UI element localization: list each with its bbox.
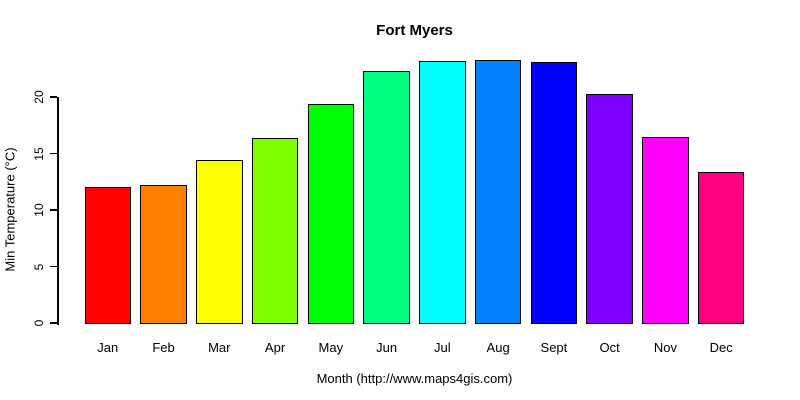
bar-apr xyxy=(251,137,299,325)
y-tick-mark xyxy=(50,265,57,268)
bar-nov xyxy=(642,136,689,325)
bar-jul xyxy=(419,60,466,325)
month-label-may: May xyxy=(318,340,344,355)
y-tick-mark xyxy=(50,152,57,155)
month-label-mar: Mar xyxy=(208,340,231,355)
month-label-dec: Dec xyxy=(709,340,733,355)
bar-dec xyxy=(697,171,745,325)
month-label-oct: Oct xyxy=(599,340,620,355)
bar-aug xyxy=(474,59,522,325)
month-label-jun: Jun xyxy=(376,340,398,355)
month-label-jul: Jul xyxy=(434,340,451,355)
month-label-feb: Feb xyxy=(152,340,175,355)
bar-oct xyxy=(586,93,633,325)
month-label-aug: Aug xyxy=(486,340,510,355)
y-tick-label: 10 xyxy=(32,203,46,217)
chart-title: Fort Myers xyxy=(376,22,453,39)
y-tick-label: 0 xyxy=(32,319,46,327)
y-tick-label: 5 xyxy=(32,263,46,270)
month-label-sept: Sept xyxy=(540,340,568,355)
bar-jan xyxy=(84,187,131,325)
y-tick-mark xyxy=(50,96,57,98)
bar-feb xyxy=(140,185,187,325)
x-axis-label: Month (http://www.maps4gis.com) xyxy=(316,371,513,386)
month-label-jan: Jan xyxy=(97,340,119,355)
bar-jun xyxy=(363,71,410,325)
bar-sept xyxy=(530,61,578,325)
y-axis-label: Min Temperature (°C) xyxy=(2,147,18,272)
y-tick-label: 15 xyxy=(32,146,46,161)
bar-may xyxy=(307,103,355,325)
y-tick-label: 20 xyxy=(32,90,46,104)
y-tick-mark xyxy=(50,322,57,324)
month-label-nov: Nov xyxy=(653,340,677,355)
month-label-apr: Apr xyxy=(264,340,286,355)
y-tick-mark xyxy=(50,209,57,211)
y-axis-line xyxy=(57,97,59,325)
bar-mar xyxy=(196,160,243,325)
